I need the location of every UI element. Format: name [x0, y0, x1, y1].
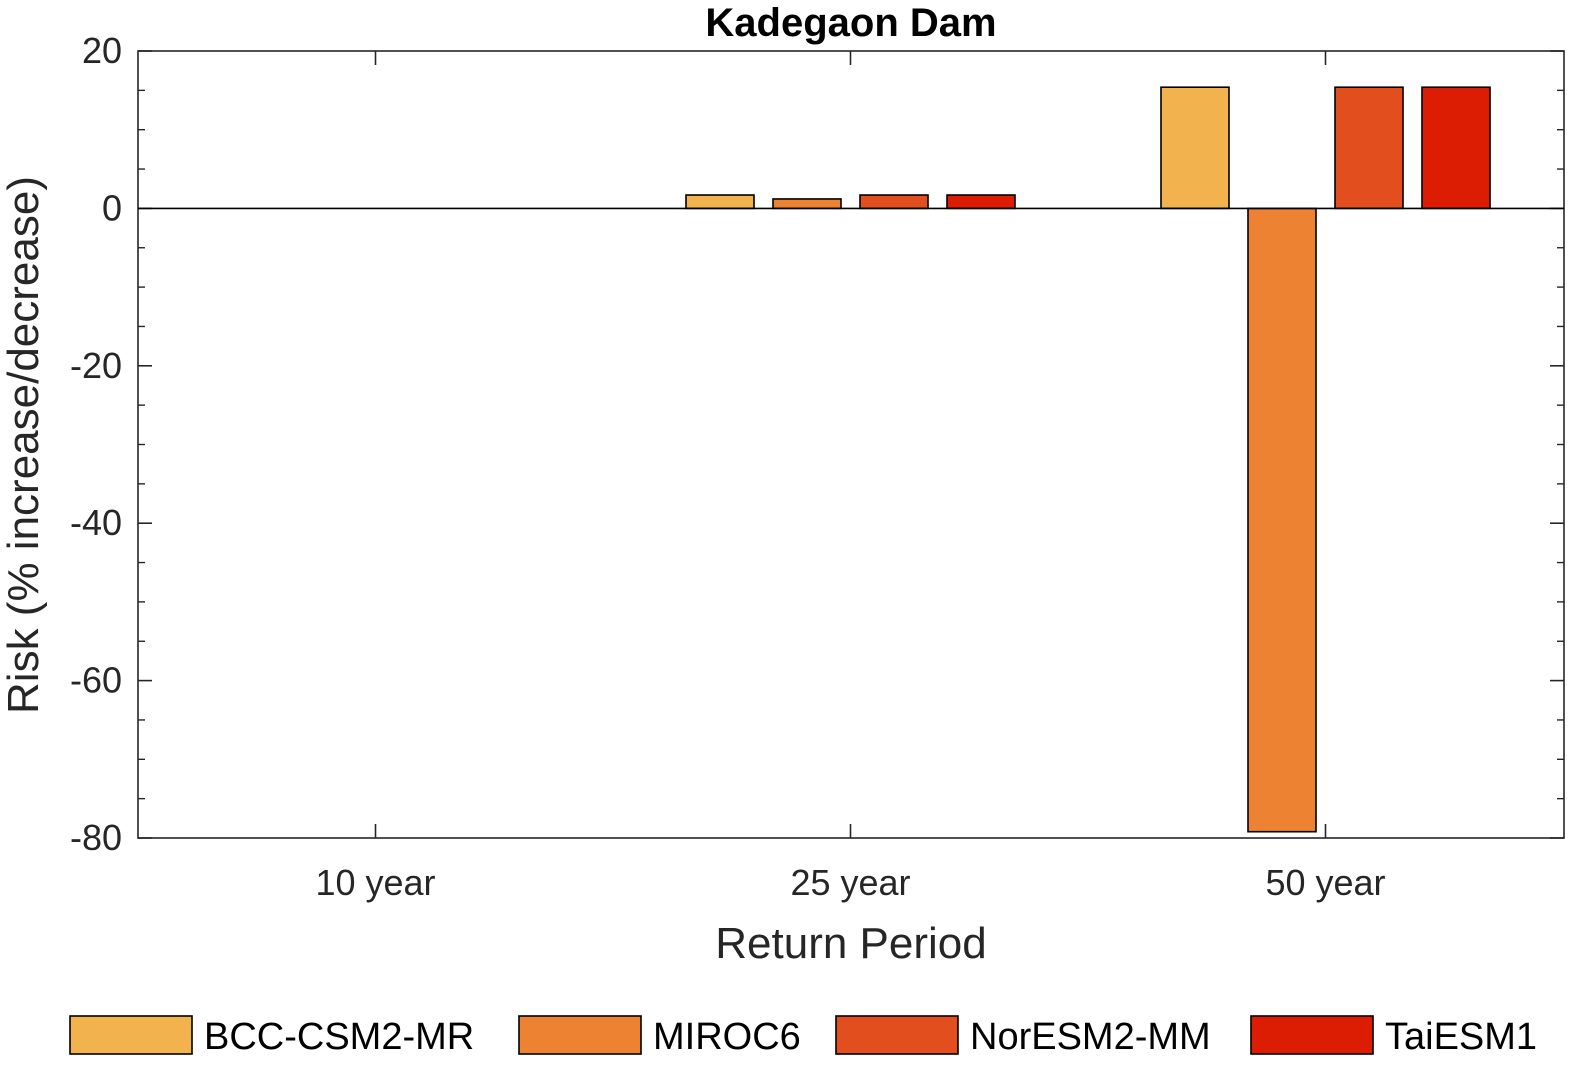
legend: BCC-CSM2-MR MIROC6 NorESM2-MM TaiESM1 [69, 1015, 1537, 1058]
legend-label: NorESM2-MM [970, 1016, 1211, 1058]
x-tick-label: 10 year [315, 862, 435, 903]
legend-label: MIROC6 [653, 1016, 801, 1058]
y-axis-title: Risk (% increase/decrease) [0, 176, 48, 714]
y-tick-label: -20 [70, 345, 122, 386]
x-tick-label: 50 year [1265, 862, 1385, 903]
tick-labels: 20 0 -20 -40 -60 -80 10 year 25 year 50 year [70, 30, 1386, 903]
y-tick-label: 20 [82, 30, 122, 71]
chart-title: Kadegaon Dam [705, 1, 996, 45]
bar-miroc6-25-year [772, 198, 842, 210]
legend-label: BCC-CSM2-MR [204, 1016, 474, 1058]
bar-noresm2-mm-25-year [859, 194, 929, 210]
bar-noresm2-mm-50-year [1334, 86, 1404, 210]
x-axis-title: Return Period [715, 919, 986, 968]
y-tick-label: -80 [70, 817, 122, 858]
legend-swatch [518, 1015, 642, 1055]
bar-taiesm1-50-year [1421, 86, 1491, 210]
y-tick-label: 0 [102, 187, 122, 228]
plot-frame [137, 50, 1565, 839]
legend-swatch [69, 1015, 193, 1055]
bar-miroc6-50-year [1247, 207, 1317, 833]
legend-swatch [835, 1015, 959, 1055]
bar-taiesm1-25-year [946, 194, 1016, 210]
bar-bcc-csm2-mr-50-year [1160, 86, 1230, 210]
bars [685, 86, 1491, 833]
bar-bcc-csm2-mr-25-year [685, 194, 755, 210]
y-tick-label: -40 [70, 502, 122, 543]
legend-label: TaiESM1 [1385, 1016, 1537, 1058]
legend-swatch [1250, 1015, 1374, 1055]
axis-ticks [138, 50, 1564, 839]
x-tick-label: 25 year [790, 862, 910, 903]
y-tick-label: -60 [70, 660, 122, 701]
